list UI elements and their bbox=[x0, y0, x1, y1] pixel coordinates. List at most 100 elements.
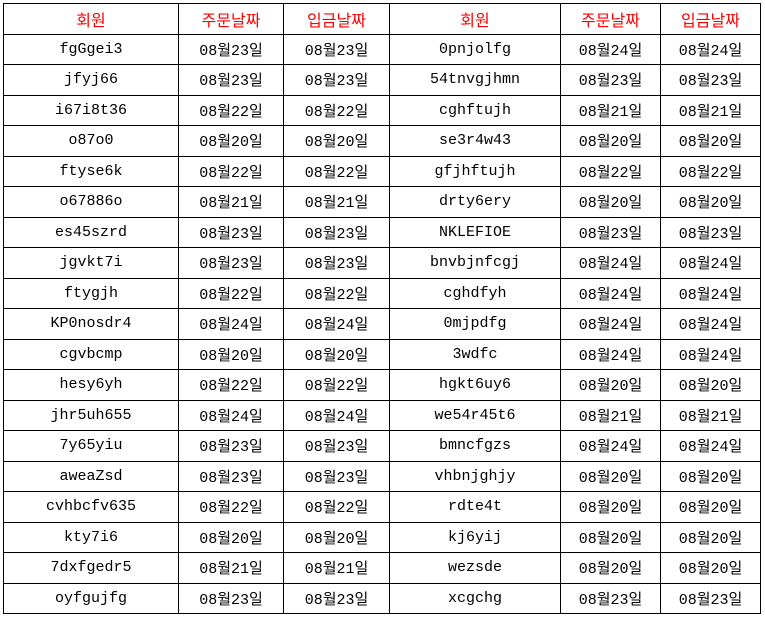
table-row: KP0nosdr4 08월24일 08월24일 0mjpdfg 08월24일 08월24일 bbox=[3, 308, 761, 340]
table-row: hesy6yh 08월22일 08월22일 hgkt6uy6 08월20일 08월20일 bbox=[3, 369, 761, 401]
cell-member: fgGgei3 bbox=[3, 33, 179, 65]
cell-member: 0pnjolfg bbox=[389, 33, 561, 65]
column-header-order-date: 주문날짜 bbox=[560, 3, 661, 35]
cell-payment-date: 08월24일 bbox=[660, 247, 761, 279]
cell-member: cghftujh bbox=[389, 94, 561, 126]
cell-payment-date: 08월23일 bbox=[283, 247, 390, 279]
cell-member: se3r4w43 bbox=[389, 125, 561, 157]
cell-payment-date: 08월23일 bbox=[283, 460, 390, 492]
cell-order-date: 08월21일 bbox=[178, 552, 284, 584]
cell-order-date: 08월24일 bbox=[560, 33, 661, 65]
cell-order-date: 08월20일 bbox=[560, 521, 661, 553]
cell-member: ftygjh bbox=[3, 277, 179, 309]
cell-member: 0mjpdfg bbox=[389, 308, 561, 340]
cell-payment-date: 08월24일 bbox=[283, 399, 390, 431]
cell-order-date: 08월21일 bbox=[560, 94, 661, 126]
cell-payment-date: 08월20일 bbox=[660, 491, 761, 523]
table-row: 7dxfgedr5 08월21일 08월21일 wezsde 08월20일 08월20일 bbox=[3, 552, 761, 584]
cell-payment-date: 08월22일 bbox=[283, 155, 390, 187]
cell-payment-date: 08월22일 bbox=[283, 491, 390, 523]
cell-order-date: 08월23일 bbox=[560, 216, 661, 248]
cell-member: aweaZsd bbox=[3, 460, 179, 492]
cell-member: cghdfyh bbox=[389, 277, 561, 309]
cell-member: jgvkt7i bbox=[3, 247, 179, 279]
cell-order-date: 08월24일 bbox=[560, 277, 661, 309]
cell-payment-date: 08월20일 bbox=[660, 125, 761, 157]
column-header-member: 회원 bbox=[389, 3, 561, 35]
cell-payment-date: 08월20일 bbox=[660, 186, 761, 218]
cell-payment-date: 08월21일 bbox=[660, 399, 761, 431]
cell-order-date: 08월24일 bbox=[560, 338, 661, 370]
cell-member: NKLEFIOE bbox=[389, 216, 561, 248]
cell-member: jfyj66 bbox=[3, 64, 179, 96]
cell-order-date: 08월20일 bbox=[560, 552, 661, 584]
table-row: jgvkt7i 08월23일 08월23일 bnvbjnfcgj 08월24일 08월24… bbox=[3, 247, 761, 279]
cell-member: hesy6yh bbox=[3, 369, 179, 401]
cell-order-date: 08월23일 bbox=[178, 582, 284, 614]
cell-order-date: 08월24일 bbox=[560, 247, 661, 279]
cell-order-date: 08월24일 bbox=[560, 308, 661, 340]
cell-order-date: 08월22일 bbox=[178, 94, 284, 126]
cell-payment-date: 08월24일 bbox=[660, 308, 761, 340]
cell-payment-date: 08월20일 bbox=[283, 125, 390, 157]
cell-order-date: 08월22일 bbox=[178, 277, 284, 309]
cell-order-date: 08월23일 bbox=[560, 582, 661, 614]
table-row: jhr5uh655 08월24일 08월24일 we54r45t6 08월21일 08월2… bbox=[3, 399, 761, 431]
cell-member: xcgchg bbox=[389, 582, 561, 614]
cell-member: 7y65yiu bbox=[3, 430, 179, 462]
cell-payment-date: 08월23일 bbox=[283, 216, 390, 248]
cell-payment-date: 08월23일 bbox=[660, 64, 761, 96]
cell-payment-date: 08월23일 bbox=[660, 582, 761, 614]
cell-order-date: 08월23일 bbox=[178, 430, 284, 462]
table-row: oyfgujfg 08월23일 08월23일 xcgchg 08월23일 08월23일 bbox=[3, 582, 761, 614]
cell-member: hgkt6uy6 bbox=[389, 369, 561, 401]
cell-payment-date: 08월22일 bbox=[283, 369, 390, 401]
table-row: 7y65yiu 08월23일 08월23일 bmncfgzs 08월24일 08월24일 bbox=[3, 430, 761, 462]
table-row: o67886o 08월21일 08월21일 drty6ery 08월20일 08월20일 bbox=[3, 186, 761, 218]
cell-member: cvhbcfv635 bbox=[3, 491, 179, 523]
cell-order-date: 08월20일 bbox=[560, 491, 661, 523]
cell-payment-date: 08월20일 bbox=[660, 552, 761, 584]
cell-payment-date: 08월20일 bbox=[283, 338, 390, 370]
table-body: fgGgei3 08월23일 08월23일 0pnjolfg 08월24일 08월24일 j… bbox=[3, 33, 761, 614]
table-row: ftyse6k 08월22일 08월22일 gfjhftujh 08월22일 08월22일 bbox=[3, 155, 761, 187]
cell-order-date: 08월22일 bbox=[560, 155, 661, 187]
cell-member: vhbnjghjy bbox=[389, 460, 561, 492]
cell-member: o67886o bbox=[3, 186, 179, 218]
cell-member: oyfgujfg bbox=[3, 582, 179, 614]
cell-payment-date: 08월24일 bbox=[283, 308, 390, 340]
table-row: cgvbcmp 08월20일 08월20일 3wdfc 08월24일 08월24일 bbox=[3, 338, 761, 370]
column-header-member: 회원 bbox=[3, 3, 179, 35]
cell-payment-date: 08월23일 bbox=[283, 430, 390, 462]
cell-member: drty6ery bbox=[389, 186, 561, 218]
cell-order-date: 08월23일 bbox=[178, 247, 284, 279]
cell-order-date: 08월24일 bbox=[178, 308, 284, 340]
cell-member: gfjhftujh bbox=[389, 155, 561, 187]
column-header-payment-date: 입금날짜 bbox=[660, 3, 761, 35]
cell-member: rdte4t bbox=[389, 491, 561, 523]
table-row: es45szrd 08월23일 08월23일 NKLEFIOE 08월23일 08월23일 bbox=[3, 216, 761, 248]
orders-table: 회원 주문날짜 입금날짜 회원 주문날짜 입금날짜 fgGgei3 08월23일 08월23일… bbox=[3, 3, 761, 614]
cell-member: we54r45t6 bbox=[389, 399, 561, 431]
cell-payment-date: 08월24일 bbox=[660, 338, 761, 370]
cell-order-date: 08월20일 bbox=[560, 460, 661, 492]
cell-order-date: 08월22일 bbox=[178, 491, 284, 523]
cell-order-date: 08월23일 bbox=[178, 460, 284, 492]
cell-order-date: 08월20일 bbox=[178, 125, 284, 157]
cell-order-date: 08월24일 bbox=[560, 430, 661, 462]
table-row: jfyj66 08월23일 08월23일 54tnvgjhmn 08월23일 08월23일 bbox=[3, 64, 761, 96]
cell-payment-date: 08월23일 bbox=[283, 64, 390, 96]
table-row: cvhbcfv635 08월22일 08월22일 rdte4t 08월20일 08월20일 bbox=[3, 491, 761, 523]
cell-order-date: 08월21일 bbox=[178, 186, 284, 218]
cell-order-date: 08월21일 bbox=[560, 399, 661, 431]
cell-payment-date: 08월20일 bbox=[660, 460, 761, 492]
cell-payment-date: 08월21일 bbox=[283, 186, 390, 218]
cell-member: o87o0 bbox=[3, 125, 179, 157]
cell-order-date: 08월20일 bbox=[560, 125, 661, 157]
table-row: fgGgei3 08월23일 08월23일 0pnjolfg 08월24일 08월24일 bbox=[3, 33, 761, 65]
cell-member: ftyse6k bbox=[3, 155, 179, 187]
cell-payment-date: 08월22일 bbox=[283, 277, 390, 309]
cell-order-date: 08월23일 bbox=[560, 64, 661, 96]
cell-member: i67i8t36 bbox=[3, 94, 179, 126]
cell-order-date: 08월22일 bbox=[178, 369, 284, 401]
